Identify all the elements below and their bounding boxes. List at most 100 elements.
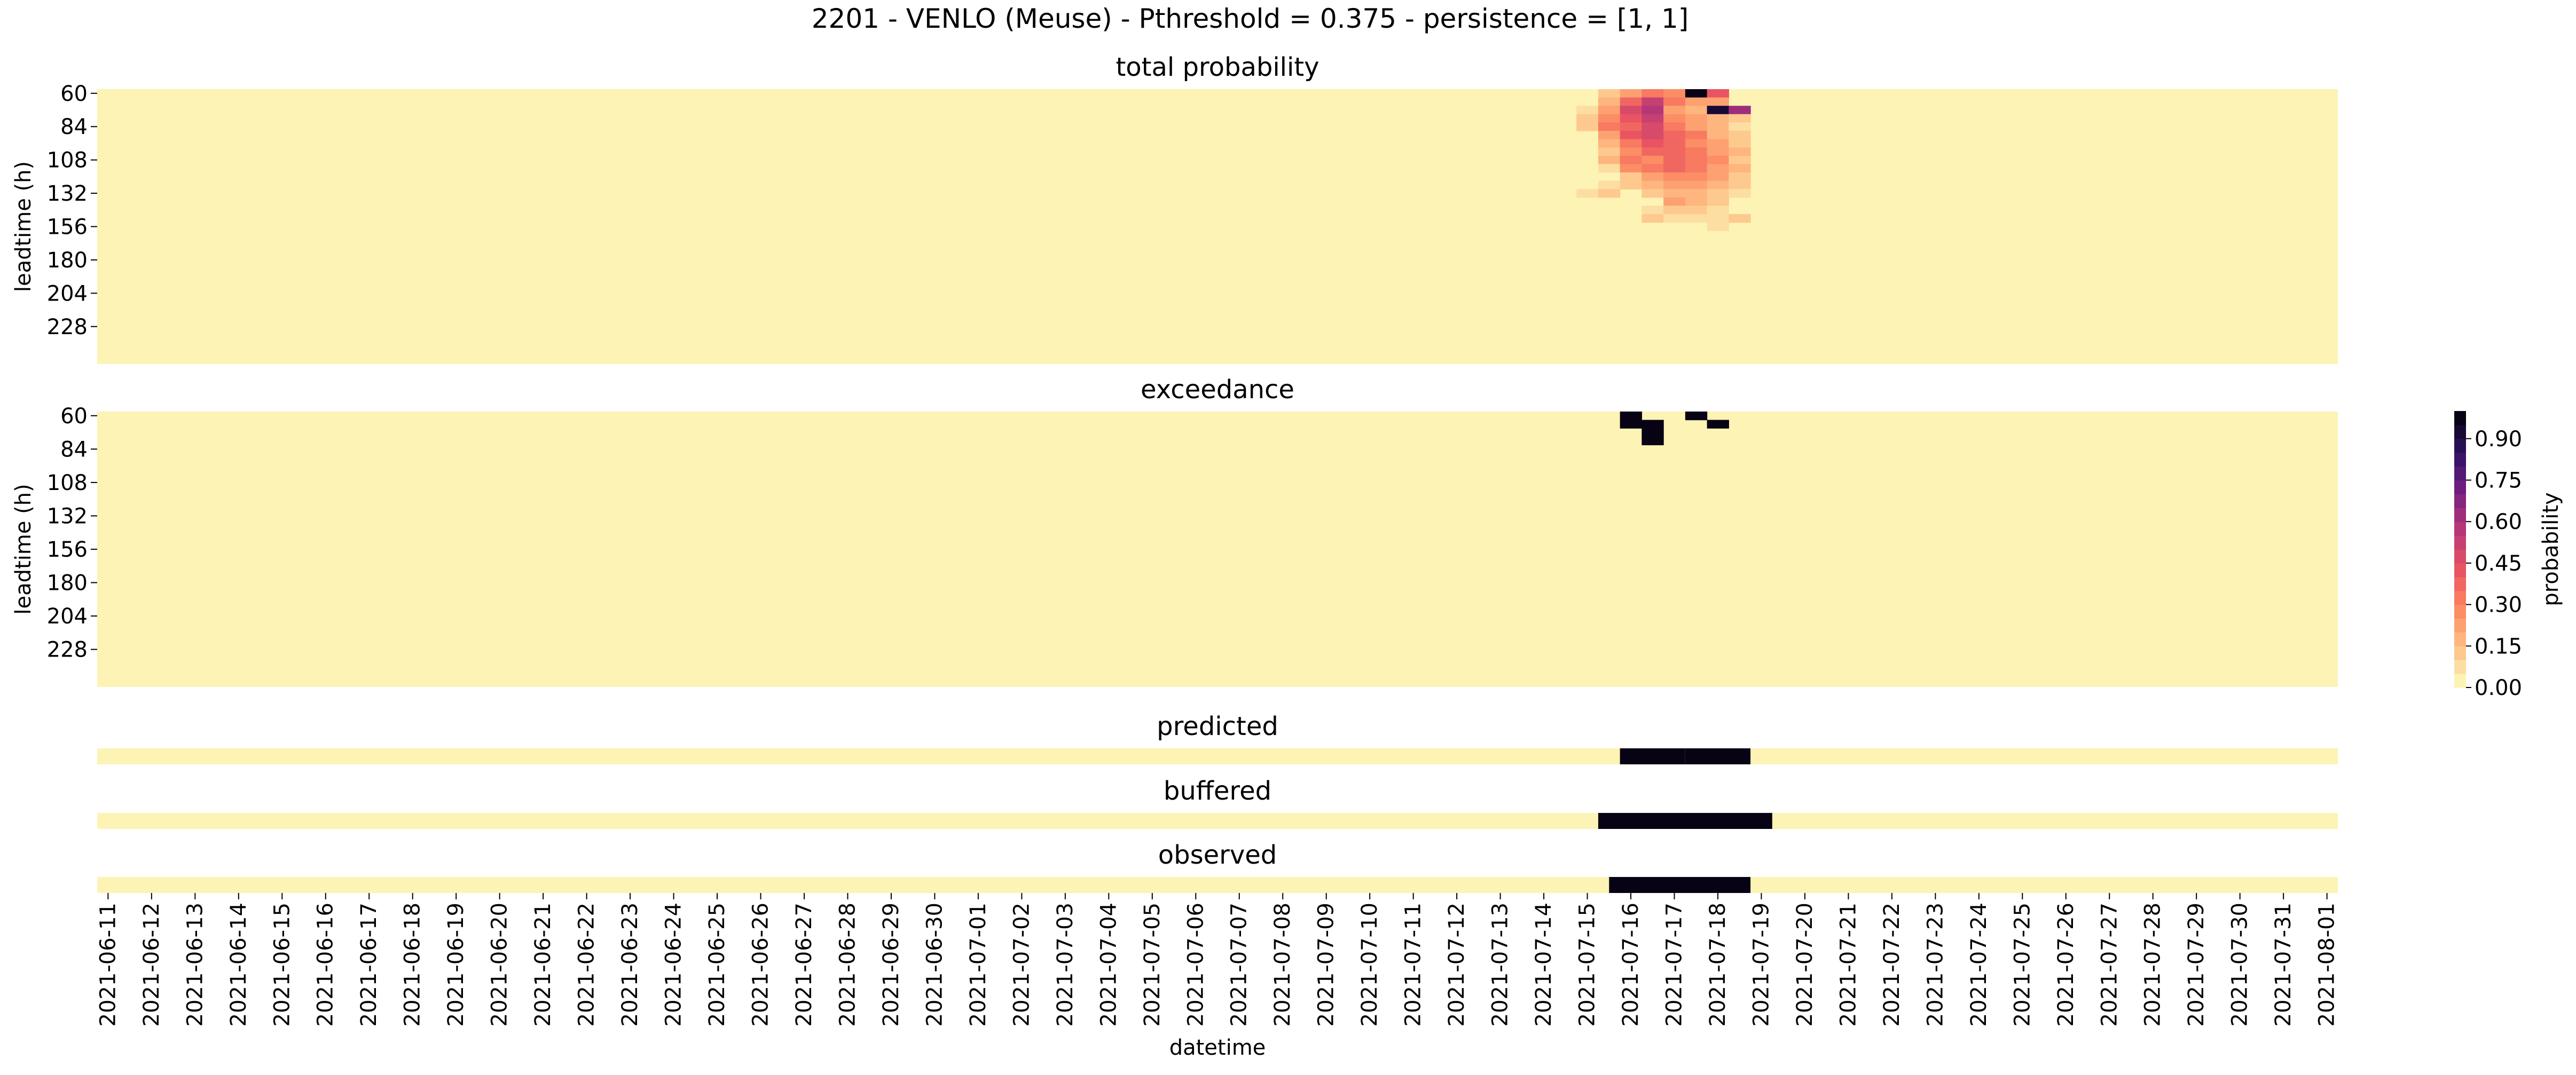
exceedance-cell xyxy=(1620,412,1642,421)
colorbar-segment xyxy=(2454,590,2466,605)
x-tick-label: 2021-07-26 xyxy=(2054,903,2078,1026)
x-tick-label: 2021-06-30 xyxy=(922,903,947,1026)
x-tick-label: 2021-07-20 xyxy=(1793,903,1817,1026)
x-tick-label: 2021-06-27 xyxy=(792,903,816,1026)
total-cell xyxy=(1620,114,1642,123)
total-cell xyxy=(1642,147,1664,156)
observed-event xyxy=(1609,877,1751,893)
total-ytick-label: 180 xyxy=(47,248,88,273)
total-cell xyxy=(1663,164,1686,173)
colorbar-segment xyxy=(2454,660,2466,674)
colorbar-label: probability xyxy=(2539,492,2563,606)
total-cell xyxy=(1685,114,1708,123)
exceedance-cell xyxy=(1642,420,1664,429)
total-cell xyxy=(1729,131,1751,140)
x-tick-label: 2021-07-14 xyxy=(1532,903,1556,1026)
total-cell xyxy=(1707,189,1729,198)
colorbar: 0.00 0.15 0.30 0.45 0.60 0.75 0.90 probability xyxy=(2454,411,2563,700)
exceedance-cell xyxy=(1685,412,1708,421)
total-cell xyxy=(1598,147,1621,156)
total-cell xyxy=(1598,122,1621,131)
x-tick-label: 2021-07-24 xyxy=(1967,903,1991,1026)
total-cell xyxy=(1663,205,1686,215)
total-cell xyxy=(1729,155,1751,165)
total-cell xyxy=(1685,189,1708,198)
total-cell xyxy=(1685,131,1708,140)
total-cell xyxy=(1685,122,1708,131)
buffered-panel: buffered xyxy=(97,776,2338,829)
total-cell xyxy=(1729,106,1751,115)
total-cell xyxy=(1598,189,1621,198)
total-cell xyxy=(1729,114,1751,123)
total-ytick-label: 228 xyxy=(47,315,88,339)
x-tick-label: 2021-07-17 xyxy=(1662,903,1686,1026)
x-tick-label: 2021-07-12 xyxy=(1444,903,1469,1026)
total-background xyxy=(97,89,2338,364)
panels: total probability 60 84 108 132 156 180 204 228 l… xyxy=(11,52,2339,1060)
total-cell xyxy=(1620,180,1642,189)
total-cell xyxy=(1642,139,1664,148)
total-ytick-label: 204 xyxy=(47,281,88,306)
total-cell xyxy=(1729,147,1751,156)
total-cell xyxy=(1642,205,1664,215)
exceedance-ytick-label: 60 xyxy=(60,404,88,429)
total-cell xyxy=(1598,106,1621,115)
x-tick-label: 2021-07-29 xyxy=(2184,903,2209,1026)
x-tick-label: 2021-06-29 xyxy=(879,903,904,1026)
total-cell xyxy=(1642,122,1664,131)
exceedance-ytick-label: 84 xyxy=(60,437,88,462)
predicted-title: predicted xyxy=(1157,712,1278,741)
colorbar-segment xyxy=(2454,466,2466,481)
x-tick-label: 2021-07-02 xyxy=(1009,903,1034,1026)
x-tick-label: 2021-07-08 xyxy=(1270,903,1295,1026)
colorbar-segment xyxy=(2454,674,2466,688)
total-cell xyxy=(1685,180,1708,189)
x-tick-label: 2021-07-11 xyxy=(1401,903,1426,1026)
total-cell xyxy=(1707,222,1729,231)
total-ytick-label: 108 xyxy=(47,148,88,173)
x-tick-label: 2021-07-21 xyxy=(1836,903,1860,1026)
x-tick-label: 2021-07-28 xyxy=(2141,903,2165,1026)
x-tick-label: 2021-06-25 xyxy=(705,903,729,1026)
colorbar-segment xyxy=(2454,480,2466,494)
x-tick-label: 2021-07-06 xyxy=(1183,903,1208,1026)
total-cell xyxy=(1576,122,1599,131)
total-cell xyxy=(1576,106,1599,115)
colorbar-tick-label: 0.30 xyxy=(2475,593,2522,618)
exceedance-ytick-label: 108 xyxy=(47,471,88,495)
x-tick-label: 2021-07-05 xyxy=(1140,903,1165,1026)
exceedance-cell xyxy=(1642,436,1664,446)
total-cell xyxy=(1663,180,1686,189)
buffered-background xyxy=(97,813,2338,829)
total-cell xyxy=(1663,122,1686,131)
predicted-event xyxy=(1620,748,1685,764)
x-tick-label: 2021-06-11 xyxy=(96,903,120,1026)
colorbar-segment xyxy=(2454,521,2466,536)
total-cell xyxy=(1598,89,1621,98)
total-cell xyxy=(1598,139,1621,148)
total-cell xyxy=(1707,172,1729,181)
total-cell xyxy=(1663,97,1686,106)
colorbar-segment xyxy=(2454,604,2466,619)
total-cell xyxy=(1729,180,1751,189)
total-cell xyxy=(1707,164,1729,173)
exceedance-ytick-label: 228 xyxy=(47,638,88,662)
x-tick-label: 2021-07-23 xyxy=(1923,903,1947,1026)
x-tick-label: 2021-08-01 xyxy=(2315,903,2339,1026)
total-cell xyxy=(1685,214,1708,223)
total-cell xyxy=(1620,139,1642,148)
exceedance-ytick-label: 180 xyxy=(47,571,88,596)
total-cell xyxy=(1685,164,1708,173)
total-cell xyxy=(1685,155,1708,165)
total-cell xyxy=(1620,131,1642,140)
total-cell xyxy=(1729,122,1751,131)
total-cell xyxy=(1707,97,1729,106)
total-cell xyxy=(1642,189,1664,198)
total-cell xyxy=(1707,147,1729,156)
x-tick-label: 2021-06-15 xyxy=(270,903,294,1026)
colorbar-segment xyxy=(2454,438,2466,453)
total-cell xyxy=(1620,122,1642,131)
x-tick-label: 2021-07-04 xyxy=(1096,903,1121,1026)
predicted-background xyxy=(97,748,2338,764)
